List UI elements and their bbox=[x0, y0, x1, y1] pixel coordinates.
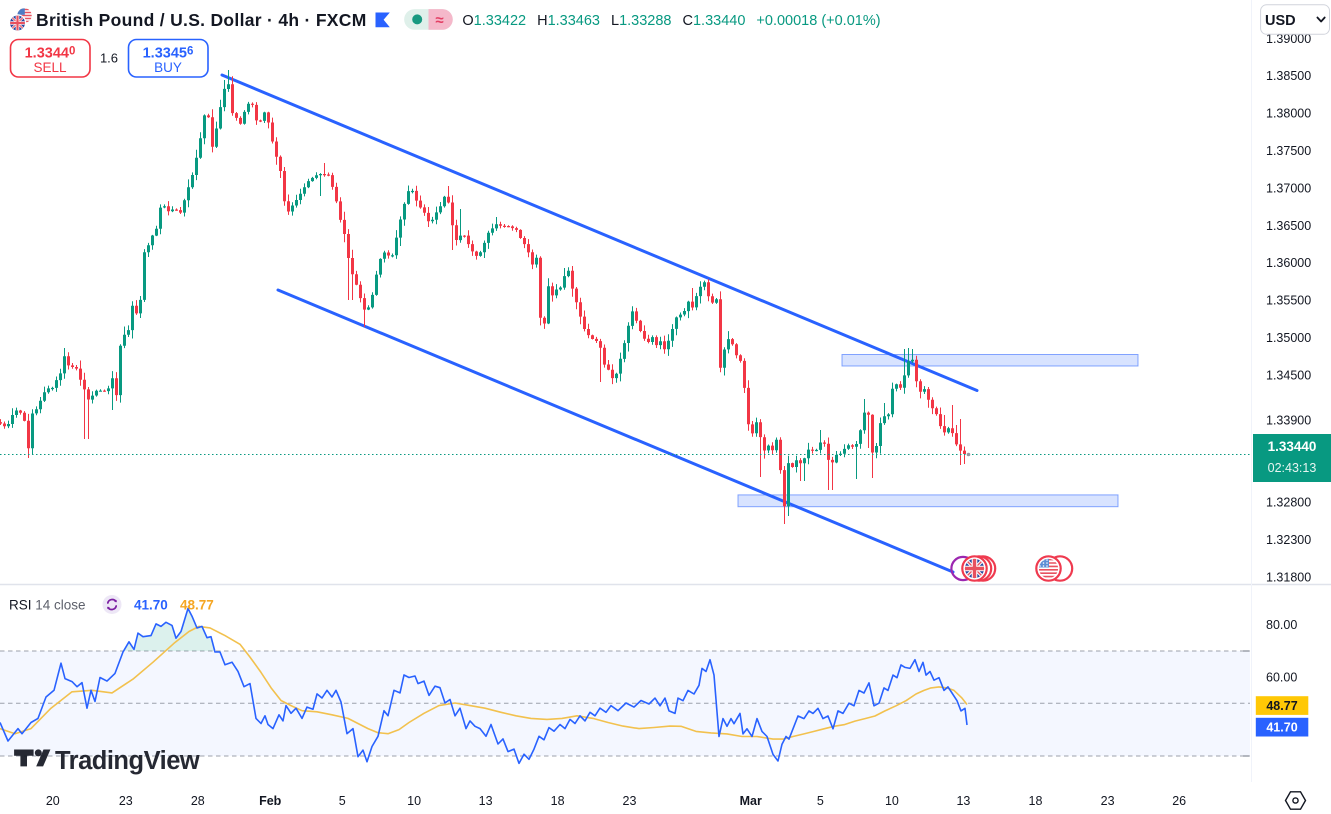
svg-text:5: 5 bbox=[339, 794, 346, 808]
svg-text:41.70: 41.70 bbox=[134, 598, 168, 613]
svg-text:1.32800: 1.32800 bbox=[1266, 496, 1311, 510]
svg-text:23: 23 bbox=[1101, 794, 1115, 808]
svg-text:TradingView: TradingView bbox=[55, 747, 200, 775]
svg-text:1.33440: 1.33440 bbox=[25, 46, 76, 62]
svg-text:20: 20 bbox=[46, 794, 60, 808]
svg-text:1.32300: 1.32300 bbox=[1266, 533, 1311, 547]
svg-text:60.00: 60.00 bbox=[1266, 670, 1297, 684]
svg-text:1.34500: 1.34500 bbox=[1266, 369, 1311, 383]
svg-text:1.33440: 1.33440 bbox=[1268, 439, 1317, 454]
svg-text:10: 10 bbox=[885, 794, 899, 808]
svg-text:1.38500: 1.38500 bbox=[1266, 69, 1311, 83]
svg-text:1.36500: 1.36500 bbox=[1266, 219, 1311, 233]
svg-text:48.77: 48.77 bbox=[1266, 699, 1297, 713]
svg-text:41.70: 41.70 bbox=[1266, 721, 1297, 735]
svg-text:18: 18 bbox=[1029, 794, 1043, 808]
svg-text:23: 23 bbox=[623, 794, 637, 808]
svg-text:1.37500: 1.37500 bbox=[1266, 144, 1311, 158]
svg-text:1.33900: 1.33900 bbox=[1266, 413, 1311, 427]
svg-text:1.37000: 1.37000 bbox=[1266, 181, 1311, 195]
svg-text:1.31800: 1.31800 bbox=[1266, 571, 1311, 585]
svg-text:1.36000: 1.36000 bbox=[1266, 256, 1311, 270]
svg-text:1.38000: 1.38000 bbox=[1266, 107, 1311, 121]
svg-text:BUY: BUY bbox=[154, 60, 182, 75]
svg-text:13: 13 bbox=[479, 794, 493, 808]
svg-text:RSI 14 close: RSI 14 close bbox=[9, 598, 86, 613]
svg-text:British Pound / U.S. Dollar ·: British Pound / U.S. Dollar · 4h · FXCM bbox=[36, 10, 367, 30]
svg-text:≈: ≈ bbox=[435, 12, 443, 29]
svg-text:18: 18 bbox=[551, 794, 565, 808]
svg-text:5: 5 bbox=[817, 794, 824, 808]
svg-text:1.39000: 1.39000 bbox=[1266, 32, 1311, 46]
svg-text:13: 13 bbox=[956, 794, 970, 808]
svg-text:1.33456: 1.33456 bbox=[143, 46, 194, 62]
svg-text:1.35000: 1.35000 bbox=[1266, 331, 1311, 345]
svg-text:Mar: Mar bbox=[740, 794, 762, 808]
svg-text:28: 28 bbox=[191, 794, 205, 808]
svg-text:02:43:13: 02:43:13 bbox=[1268, 461, 1317, 475]
svg-text:23: 23 bbox=[119, 794, 133, 808]
svg-text:1.6: 1.6 bbox=[100, 51, 118, 66]
svg-text:Feb: Feb bbox=[259, 794, 282, 808]
svg-text:SELL: SELL bbox=[33, 60, 67, 75]
svg-text:USD: USD bbox=[1265, 13, 1296, 29]
svg-text:10: 10 bbox=[407, 794, 421, 808]
svg-text:26: 26 bbox=[1172, 794, 1186, 808]
svg-text:48.77: 48.77 bbox=[180, 598, 214, 613]
svg-text:80.00: 80.00 bbox=[1266, 618, 1297, 632]
svg-text:1.35500: 1.35500 bbox=[1266, 294, 1311, 308]
